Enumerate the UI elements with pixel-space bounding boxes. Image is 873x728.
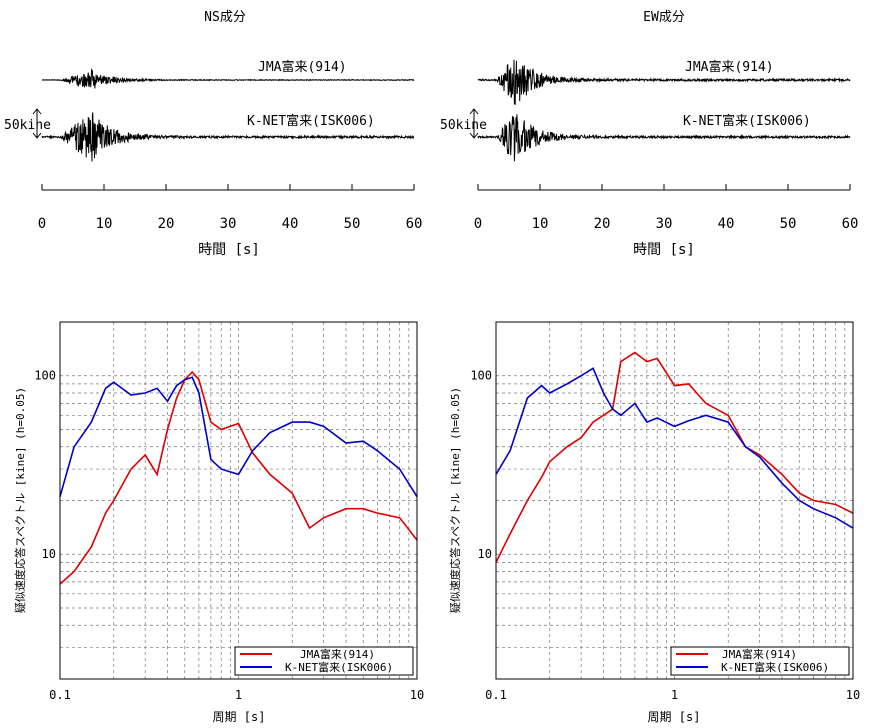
ns-time-tick-label-2: 20 <box>158 216 175 232</box>
ns-scale-bar: 50kine <box>4 108 51 139</box>
ns-series1-label: JMA富来(914) <box>258 59 347 75</box>
ew-spectrum-series-2 <box>495 367 854 529</box>
ew-time-tick-label-0: 0 <box>474 216 482 232</box>
ns-waveform-panel: NS成分 JMA富来(914) K-NET富来(ISK006) 50kine 0… <box>4 10 422 258</box>
ns-time-tick-label-3: 30 <box>220 216 237 232</box>
ns-spectrum-ytick-label-0: 10 <box>42 547 56 561</box>
ew-spectrum-xlabel: 周期 [s] <box>648 710 701 724</box>
ns-spectrum-series-1 <box>59 370 418 585</box>
ns-spectrum-ticks: 0.1 1 10 10 100 <box>34 369 424 702</box>
ns-spectrum-series-2 <box>59 376 418 498</box>
ns-spectrum-ytick-label-1: 100 <box>34 369 56 383</box>
ew-spectrum-panel: 0.1 1 10 10 100 JMA富来(914) K-NET富来(ISK006) 周… <box>448 321 860 724</box>
ns-legend-label-2: K-NET富来(ISK006) <box>285 660 393 674</box>
ns-series2-label: K-NET富来(ISK006) <box>247 113 375 129</box>
ns-xlabel: 時間 [s] <box>198 242 260 258</box>
ns-scale-label: 50kine <box>4 118 51 133</box>
ew-spectrum-frame <box>495 321 854 680</box>
ns-legend-box <box>234 646 414 676</box>
ew-legend-box <box>670 646 850 676</box>
ns-series2-trace <box>41 112 415 162</box>
ew-spectrum-ylabel: 疑似速度応答スペクトル [kine] (h=0.05) <box>448 387 462 613</box>
ew-series1-trace <box>477 59 851 105</box>
ns-series1-trace <box>41 68 415 89</box>
ns-spectrum-panel: 0.1 1 10 10 100 JMA富来(914) K-NET富来(ISK006) 周… <box>13 321 424 724</box>
ew-scale-arrows <box>469 108 479 139</box>
ns-time-tick-label-1: 10 <box>96 216 113 232</box>
ew-time-tick-label-1: 10 <box>532 216 549 232</box>
ew-scale-bar: 50kine <box>440 108 487 139</box>
ns-spectrum-curves <box>59 370 418 585</box>
ew-title: EW成分 <box>643 10 685 25</box>
ew-series1-label: JMA富来(914) <box>685 59 774 75</box>
ew-spectrum-legend: JMA富来(914) K-NET富来(ISK006) <box>670 646 850 676</box>
ew-legend-label-2: K-NET富来(ISK006) <box>721 660 829 674</box>
ns-title: NS成分 <box>204 10 246 25</box>
ns-time-axis: 0 10 20 30 40 50 60 <box>38 184 423 232</box>
ew-series2-trace <box>477 114 851 162</box>
ns-spectrum-xtick-label-1: 1 <box>235 688 242 702</box>
ns-legend-label-1: JMA富来(914) <box>300 647 375 661</box>
ns-spectrum-legend: JMA富来(914) K-NET富来(ISK006) <box>234 646 414 676</box>
ew-scale-label: 50kine <box>440 118 487 133</box>
ew-spectrum-ticks: 0.1 1 10 10 100 <box>470 369 860 702</box>
ew-waveform-panel: EW成分 JMA富来(914) K-NET富来(ISK006) 50kine 0… <box>440 10 858 258</box>
ew-spectrum-xtick-label-2: 10 <box>846 688 860 702</box>
ns-time-tick-label-4: 40 <box>282 216 299 232</box>
ns-time-tick-label-6: 60 <box>406 216 423 232</box>
ns-time-tick-label-5: 50 <box>344 216 361 232</box>
ew-time-tick-label-2: 20 <box>594 216 611 232</box>
ns-spectrum-frame <box>59 321 418 680</box>
ew-time-tick-label-5: 50 <box>780 216 797 232</box>
ew-spectrum-series-1 <box>495 351 854 563</box>
ew-spectrum-xtick-label-1: 1 <box>671 688 678 702</box>
ew-time-tick-label-3: 30 <box>656 216 673 232</box>
ew-spectrum-ytick-label-0: 10 <box>478 547 492 561</box>
ew-time-tick-label-6: 60 <box>842 216 859 232</box>
ew-legend-label-1: JMA富来(914) <box>722 647 797 661</box>
ew-time-tick-label-4: 40 <box>718 216 735 232</box>
ns-spectrum-xtick-label-0: 0.1 <box>49 688 71 702</box>
ew-xlabel: 時間 [s] <box>633 242 695 258</box>
ew-series2-label: K-NET富来(ISK006) <box>683 113 811 129</box>
ew-spectrum-curves <box>495 351 854 563</box>
ew-time-axis: 0 10 20 30 40 50 60 <box>474 184 859 232</box>
ew-spectrum-ytick-label-1: 100 <box>470 369 492 383</box>
ns-scale-arrows <box>32 108 42 139</box>
ns-time-tick-label-0: 0 <box>38 216 46 232</box>
ns-spectrum-ylabel: 疑似速度応答スペクトル [kine] (h=0.05) <box>13 387 27 613</box>
ns-spectrum-xtick-label-2: 10 <box>410 688 424 702</box>
ew-spectrum-xtick-label-0: 0.1 <box>485 688 507 702</box>
ns-spectrum-xlabel: 周期 [s] <box>213 710 266 724</box>
